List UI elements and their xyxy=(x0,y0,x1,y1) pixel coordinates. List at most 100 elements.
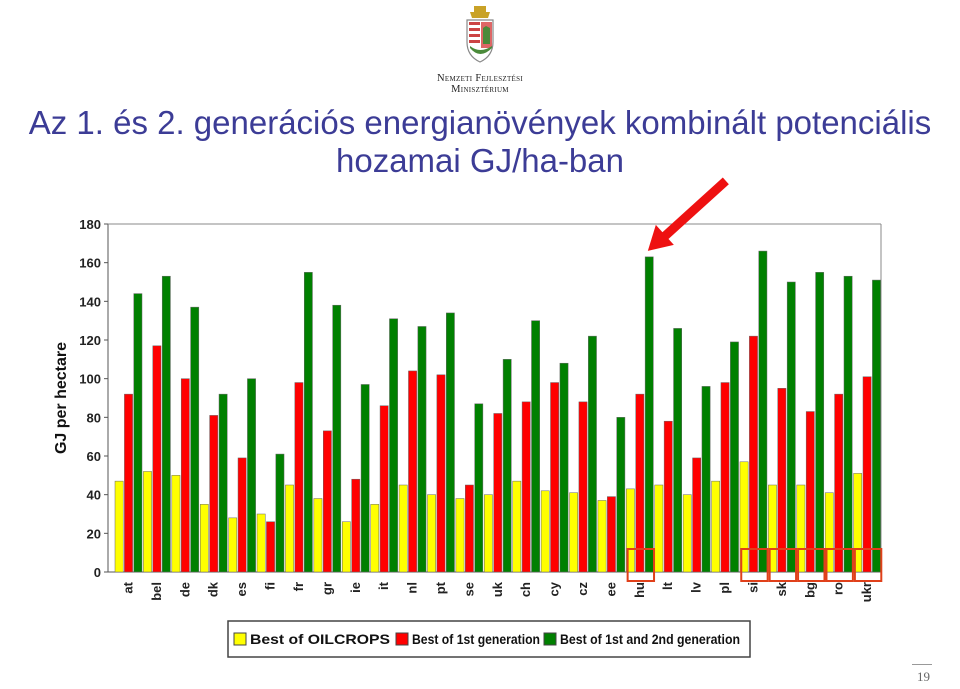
bar-fr-series-3 xyxy=(303,272,313,573)
x-tick-label-at: at xyxy=(121,581,136,593)
bar-bg-series-1 xyxy=(796,484,806,573)
x-tick-label-ukr: ukr xyxy=(859,582,874,602)
highlight-box-hu xyxy=(626,548,656,582)
x-tick-label-pt: pt xyxy=(433,581,448,594)
x-tick-label-cz: cz xyxy=(575,582,590,596)
bar-fr-series-2 xyxy=(294,382,304,573)
x-tick-label-fi: fi xyxy=(263,582,278,590)
y-axis-title: GJ per hectare xyxy=(53,342,70,454)
y-tick-label: 100 xyxy=(79,372,101,387)
bar-it-series-1 xyxy=(370,504,380,573)
bar-ro-series-2 xyxy=(834,393,844,573)
bar-nl-series-1 xyxy=(398,484,408,573)
highlight-box-ukr xyxy=(853,548,883,582)
x-tick-label-ro: ro xyxy=(831,582,846,595)
legend-box xyxy=(227,620,751,658)
y-tick-label: 40 xyxy=(87,488,101,503)
x-tick-label-lt: lt xyxy=(660,581,675,590)
highlight-box-ro xyxy=(825,548,854,582)
bar-sk-series-2 xyxy=(777,388,787,573)
bar-se-series-2 xyxy=(465,484,474,573)
x-tick-label-gr: gr xyxy=(319,582,334,595)
x-tick-label-pl: pl xyxy=(717,582,732,594)
legend-label-3: Best of 1st and 2nd generation xyxy=(560,631,740,647)
bar-hu-series-2 xyxy=(635,393,645,573)
bar-lt-series-2 xyxy=(663,420,673,573)
bar-dk-series-2 xyxy=(209,415,219,573)
x-tick-label-bel: bel xyxy=(149,582,164,601)
x-tick-label-bg: bg xyxy=(802,582,817,598)
org-name-line1: Nemzeti Fejlesztési xyxy=(437,73,523,84)
bar-sk-series-3 xyxy=(786,281,796,573)
bar-pl-series-1 xyxy=(711,480,721,573)
bar-ukr-series-3 xyxy=(872,279,881,573)
x-tick-label-it: it xyxy=(376,581,391,590)
page-number: 19 xyxy=(917,669,930,684)
bar-cz-series-1 xyxy=(569,492,578,573)
legend-swatch-2 xyxy=(395,632,409,646)
org-name-line2: Minisztérium xyxy=(451,84,509,95)
bar-ukr-series-1 xyxy=(853,473,863,573)
bar-lv-series-1 xyxy=(682,494,692,573)
bar-si-series-3 xyxy=(758,250,768,573)
bar-se-series-1 xyxy=(455,498,465,573)
bar-si-series-2 xyxy=(749,335,758,573)
coat-of-arms-icon xyxy=(466,6,494,63)
bar-ee-series-3 xyxy=(616,417,626,573)
x-tick-label-ie: ie xyxy=(348,582,363,593)
highlight-box-bg xyxy=(797,548,826,582)
bar-lt-series-1 xyxy=(654,484,664,573)
x-tick-label-ee: ee xyxy=(603,582,618,596)
arrow-shaft xyxy=(658,177,729,243)
bar-hu-series-3 xyxy=(644,256,654,573)
bar-cy-series-1 xyxy=(540,490,550,573)
bar-se-series-3 xyxy=(474,403,484,573)
bar-fi-series-2 xyxy=(266,521,275,573)
bar-nl-series-3 xyxy=(417,326,427,573)
bar-pt-series-3 xyxy=(446,312,455,573)
x-tick-label-se: se xyxy=(461,582,476,596)
bar-pt-series-2 xyxy=(436,374,446,573)
ministry-logo: Nemzeti Fejlesztési Minisztérium xyxy=(420,4,540,95)
title-line2: hozamai GJ/ha-ban xyxy=(336,142,624,179)
bar-bel-series-1 xyxy=(143,471,152,573)
bar-sk-series-1 xyxy=(768,484,777,573)
bar-ee-series-1 xyxy=(597,500,607,573)
bar-bg-series-2 xyxy=(805,411,815,573)
bar-nl-series-2 xyxy=(408,370,417,573)
bar-at-series-2 xyxy=(124,393,133,573)
bar-fr-series-1 xyxy=(285,484,294,573)
y-tick-label: 120 xyxy=(79,333,101,348)
bar-de-series-2 xyxy=(180,378,190,573)
legend-label-1: Best of OILCROPS xyxy=(250,631,390,647)
bar-uk-series-3 xyxy=(502,359,512,573)
bar-it-series-2 xyxy=(379,405,389,573)
y-tick-label: 60 xyxy=(87,449,101,464)
legend-swatch-3 xyxy=(543,632,557,646)
x-tick-label-cy: cy xyxy=(547,581,562,596)
bar-cz-series-3 xyxy=(588,335,597,573)
bar-gr-series-1 xyxy=(313,498,323,573)
x-tick-label-nl: nl xyxy=(405,582,420,594)
slide-title: Az 1. és 2. generációs energianövények k… xyxy=(0,104,960,180)
x-tick-label-uk: uk xyxy=(490,581,505,597)
bar-de-series-3 xyxy=(190,306,200,573)
bar-lv-series-3 xyxy=(701,386,711,573)
bar-ie-series-1 xyxy=(342,521,351,573)
page-number-rule xyxy=(912,664,932,665)
x-tick-label-es: es xyxy=(234,582,249,596)
bar-es-series-2 xyxy=(237,457,247,573)
legend-label-2: Best of 1st generation xyxy=(412,631,540,647)
highlight-box-sk xyxy=(768,548,798,582)
bar-ch-series-2 xyxy=(521,401,531,573)
y-tick-label: 160 xyxy=(79,256,101,271)
y-tick-label: 0 xyxy=(94,565,101,580)
bar-gr-series-3 xyxy=(332,304,342,573)
legend-swatch-1 xyxy=(233,632,247,646)
x-tick-label-lv: lv xyxy=(689,581,704,593)
bar-bel-series-2 xyxy=(152,345,162,573)
bar-ro-series-1 xyxy=(824,492,834,573)
bar-ie-series-3 xyxy=(360,384,370,573)
bar-lt-series-3 xyxy=(673,328,682,573)
x-tick-label-dk: dk xyxy=(206,581,221,597)
